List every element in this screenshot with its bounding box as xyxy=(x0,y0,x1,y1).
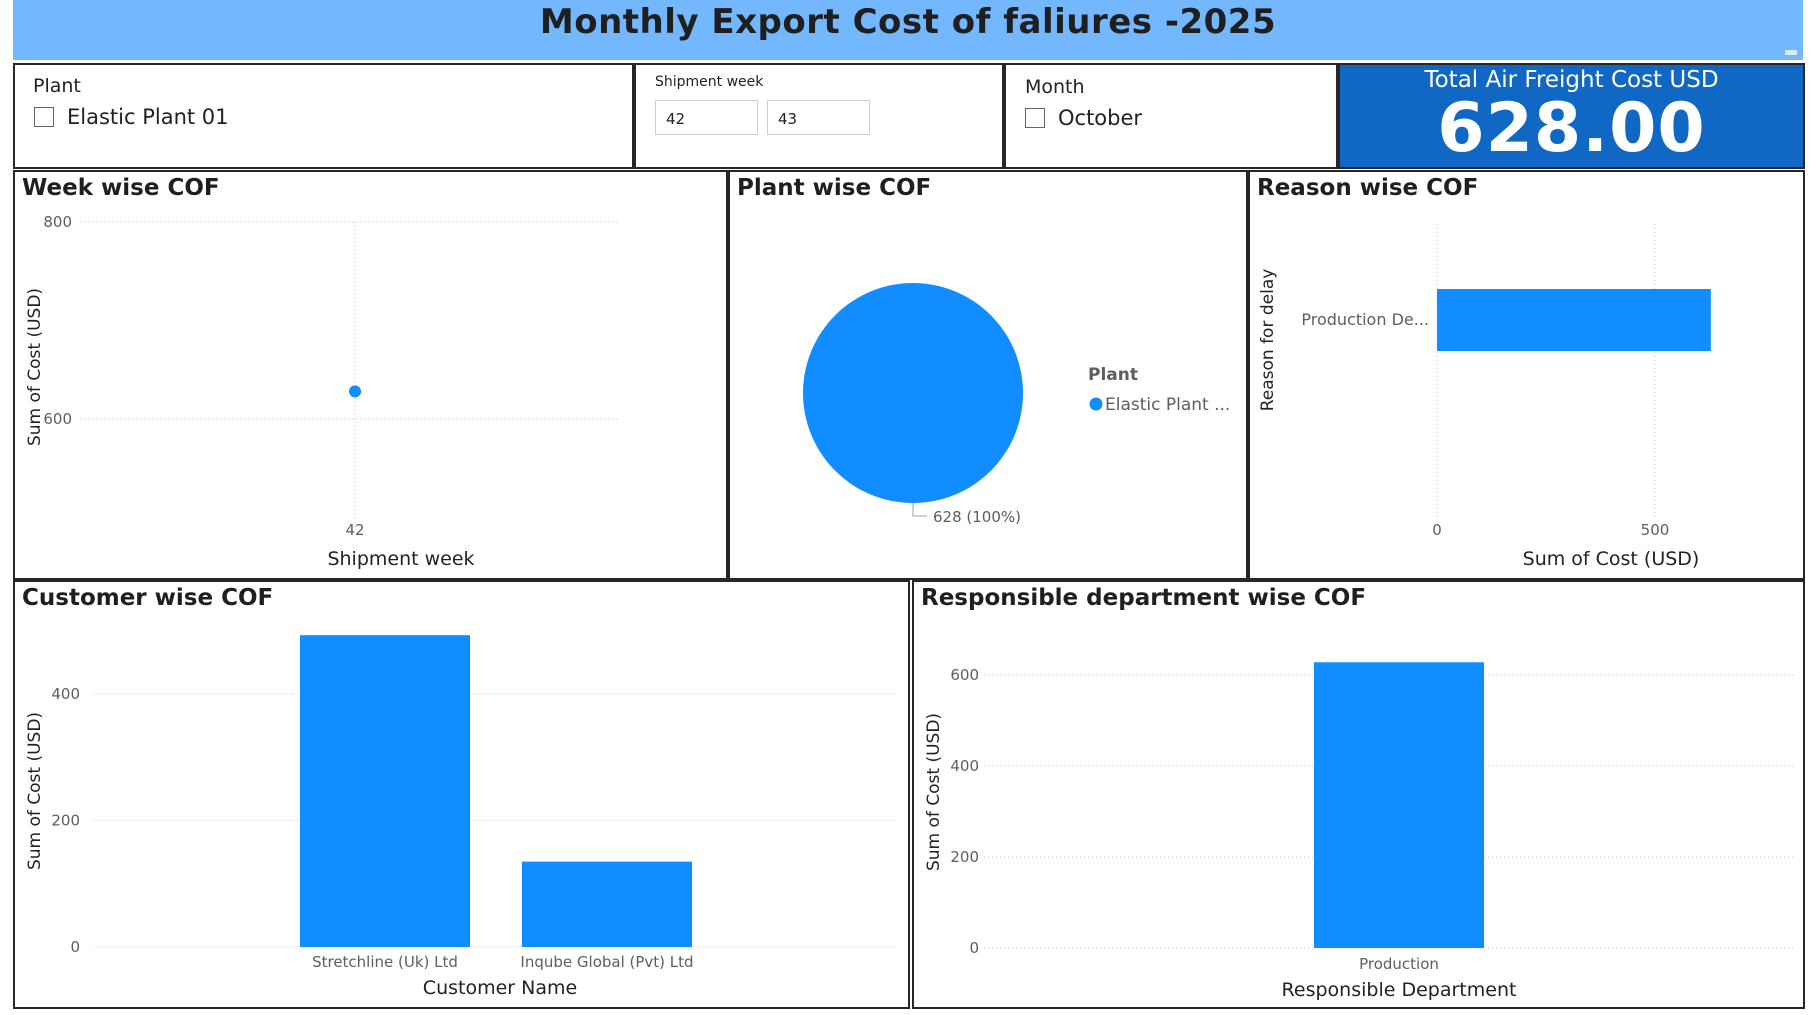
week-data-point xyxy=(349,385,361,398)
month-option-label[interactable]: October xyxy=(1058,106,1143,130)
customer-y-axis-title: Sum of Cost (USD) xyxy=(25,712,45,870)
month-slicer-title: Month xyxy=(1025,76,1085,98)
customer-x-tick-label: Stretchline (Uk) Ltd xyxy=(312,953,458,971)
dept-y-tick-label: 600 xyxy=(950,666,979,684)
week-x-axis-title: Shipment week xyxy=(327,548,474,570)
reason-y-axis-title: Reason for delay xyxy=(1258,269,1278,412)
customer-y-tick-label: 400 xyxy=(51,685,80,703)
week-y-tick-label: 600 xyxy=(43,410,72,428)
pie-legend-title: Plant xyxy=(1088,365,1138,385)
dept-y-axis-title: Sum of Cost (USD) xyxy=(924,713,944,871)
customer-y-tick-label: 0 xyxy=(70,938,80,956)
reason-bar xyxy=(1437,289,1711,351)
pie-legend-label: Elastic Plant ... xyxy=(1105,395,1230,415)
card-label: Total Air Freight Cost USD xyxy=(1424,67,1719,93)
dept-y-tick-label: 0 xyxy=(969,939,979,957)
week-wise-chart[interactable]: Week wise COF 600 800 42 Shipment week Sum o… xyxy=(13,170,728,580)
shipment-week-from-input[interactable]: 42 xyxy=(655,100,758,135)
customer-wise-chart[interactable]: Customer wise COF 0 200 400 Stretchline (Uk… xyxy=(13,580,910,1009)
dept-y-tick-label: 200 xyxy=(950,848,979,866)
week-x-tick-label: 42 xyxy=(345,521,364,539)
dept-x-axis-title: Responsible Department xyxy=(1282,979,1517,1001)
header-corner-handle[interactable] xyxy=(1785,50,1797,55)
reason-wise-chart[interactable]: Reason wise COF 0 500 Production De... Sum … xyxy=(1248,170,1805,580)
pie-data-label: 628 (100%) xyxy=(933,508,1021,526)
plant-slicer: Plant Elastic Plant 01 xyxy=(13,63,634,169)
customer-x-tick-label: Inqube Global (Pvt) Ltd xyxy=(520,953,693,971)
reason-x-tick-label: 500 xyxy=(1641,521,1670,539)
month-slicer: Month October xyxy=(1004,63,1338,169)
pie-legend-marker xyxy=(1089,397,1103,411)
dashboard-title: Monthly Export Cost of faliures -2025 xyxy=(539,2,1277,42)
week-y-axis-title: Sum of Cost (USD) xyxy=(25,288,45,446)
plant-wise-chart[interactable]: Plant wise COF 628 (100%) Plant Elastic Pl… xyxy=(728,170,1248,580)
customer-bar xyxy=(300,635,470,947)
week-y-tick-label: 800 xyxy=(43,213,72,231)
reason-chart-svg: 0 500 Production De... Sum of Cost (USD) Rea… xyxy=(1258,224,1711,570)
customer-chart-title: Customer wise COF xyxy=(22,585,274,611)
plant-chart-title: Plant wise COF xyxy=(737,175,932,201)
shipment-week-slicer: Shipment week 42 43 xyxy=(634,63,1004,169)
reason-category-label: Production De... xyxy=(1301,310,1429,329)
department-wise-chart[interactable]: Responsible department wise COF 0 200 400 6… xyxy=(912,580,1805,1009)
pie-slice xyxy=(803,283,1023,503)
card-value: 628.00 xyxy=(1437,89,1706,168)
customer-x-axis-title: Customer Name xyxy=(423,977,577,999)
plant-option-checkbox[interactable] xyxy=(34,107,54,127)
customer-bar xyxy=(522,861,692,947)
reason-x-axis-title: Sum of Cost (USD) xyxy=(1523,548,1700,570)
customer-chart-svg: 0 200 400 Stretchline (Uk) Ltd Inqube Global… xyxy=(25,635,895,999)
dept-x-tick-label: Production xyxy=(1359,955,1439,973)
reason-x-tick-label: 0 xyxy=(1432,521,1442,539)
dashboard-header: Monthly Export Cost of faliures -2025 xyxy=(13,0,1803,60)
plant-slicer-title: Plant xyxy=(33,75,81,97)
shipment-week-slicer-title: Shipment week xyxy=(655,74,764,90)
department-chart-title: Responsible department wise COF xyxy=(921,585,1367,611)
reason-chart-title: Reason wise COF xyxy=(1257,175,1479,201)
total-air-freight-card: Total Air Freight Cost USD 628.00 xyxy=(1338,63,1805,169)
week-chart-title: Week wise COF xyxy=(22,175,220,201)
customer-y-tick-label: 200 xyxy=(51,812,80,830)
week-chart-svg: 600 800 42 Shipment week Sum of Cost (USD) xyxy=(25,213,620,570)
pie-label-leader xyxy=(912,503,927,517)
shipment-week-to-input[interactable]: 43 xyxy=(767,100,870,135)
month-option-checkbox[interactable] xyxy=(1025,108,1045,128)
department-chart-svg: 0 200 400 600 Production Responsible Departme… xyxy=(924,662,1794,1001)
plant-chart-svg: 628 (100%) Plant Elastic Plant ... xyxy=(803,283,1230,526)
plant-option-label[interactable]: Elastic Plant 01 xyxy=(67,105,229,129)
dept-y-tick-label: 400 xyxy=(950,757,979,775)
dept-bar xyxy=(1314,662,1484,948)
